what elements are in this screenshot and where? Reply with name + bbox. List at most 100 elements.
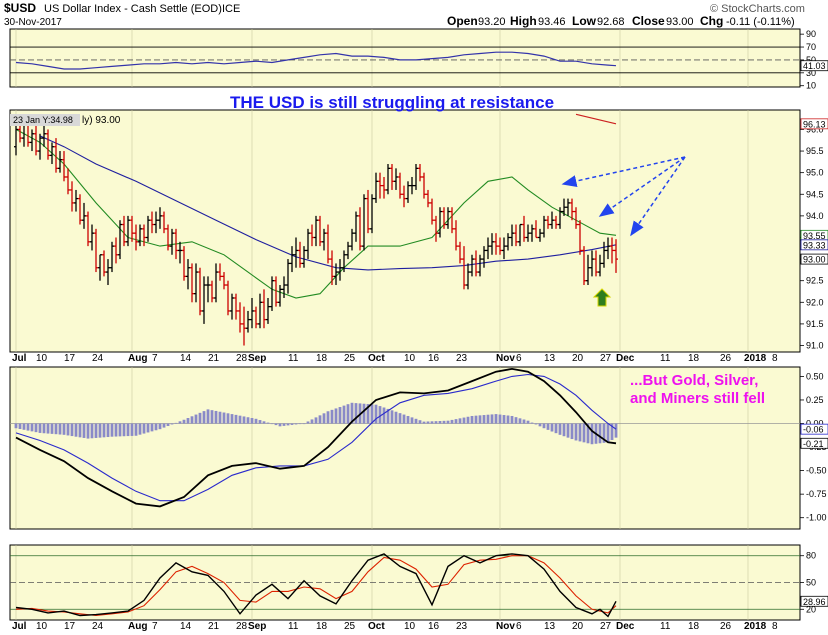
macd-histogram-bar [58,423,62,435]
x-day-label: 18 [316,621,328,632]
x-day-label: 20 [572,353,584,364]
ohlc-bar [102,250,106,277]
macd-histogram-bar [446,420,450,424]
macd-histogram-bar [230,414,234,424]
macd-histogram-bar [114,423,118,437]
green-up-arrow [592,288,612,307]
ohlc-bar [406,181,410,203]
macd-histogram-bar [526,420,530,424]
ohlc-bar [222,272,226,290]
macd-histogram-bar [178,421,182,424]
macd-histogram-bar [482,415,486,424]
stoch-tick-label: 20 [806,604,816,614]
ohlc-bar [346,241,350,260]
x-month-label: Aug [128,353,147,364]
macd-tick-label: 0.50 [806,371,824,381]
macd-histogram-bar [170,423,174,425]
macd-value-label-1: -0.21 [803,439,824,449]
macd-histogram-bar [510,415,514,424]
ohlc-bar [290,246,294,273]
price-overlay-label-2: 93.33 [803,240,826,250]
macd-histogram-bar [310,419,314,424]
price-tick-label: 92.0 [806,297,824,307]
macd-histogram-bar [450,419,454,424]
ohlc-bar [258,293,262,329]
macd-histogram-bar [302,423,306,425]
macd-histogram-bar [66,423,70,436]
ohlc-bar [378,172,382,199]
rsi-last-label: 41.03 [803,61,826,71]
macd-histogram-bar [30,423,34,432]
x-day-label: 7 [152,621,158,632]
x-day-label: 27 [600,353,612,364]
macd-histogram-bar [350,402,354,424]
macd-histogram-bar [314,417,318,424]
ohlc-bar [206,276,210,303]
macd-histogram-bar [542,423,546,429]
ohlc-bar [322,228,326,251]
ohlc-bar [50,142,54,165]
tooltip-text: 23 Jan Y:34.98 [13,115,73,125]
x-month-label: Nov [496,621,515,632]
macd-histogram-bar [62,423,66,435]
macd-histogram-bar [214,410,218,424]
x-day-label: 21 [208,621,220,632]
ohlc-bar [518,223,522,247]
ohlc-bar [534,220,538,239]
x-day-label: 6 [516,353,522,364]
macd-histogram-bar [138,423,142,435]
ohlc-bar [526,224,530,242]
ohlc-bar [250,297,254,329]
ohlc-bar [330,250,334,286]
macd-histogram-bar [582,423,586,443]
macd-histogram-bar [106,423,110,438]
x-day-label: 11 [288,353,299,364]
price-overlay-label-0: 96.13 [803,119,826,129]
x-day-label: 18 [316,353,328,364]
macd-histogram-bar [46,423,50,434]
macd-histogram-bar [262,421,266,424]
ohlc-bar [82,202,86,229]
ohlc-bar [542,215,546,238]
macd-histogram-bar [242,416,246,424]
x-month-label: Jul [12,621,27,632]
ohlc-bar [318,215,322,247]
x-day-label: 11 [660,621,671,632]
low-value: 92.68 [597,16,625,28]
macd-histogram-bar [562,423,566,437]
note-line-2: and Miners still fell [630,390,765,407]
x-day-label: 28 [236,353,248,364]
ohlc-bar [118,220,122,260]
ohlc-bar [558,207,562,229]
x-day-label: 20 [572,621,584,632]
macd-histogram-bar [234,414,238,424]
ohlc-bar [466,263,470,290]
rsi-tick-label: 50 [806,55,816,65]
sma-long-line [39,135,617,271]
macd-histogram-bar [498,414,502,424]
ohlc-bar [198,267,202,316]
x-day-label: 13 [544,621,556,632]
price-overlay-label-1: 93.55 [803,231,826,241]
macd-histogram-bar [466,416,470,424]
ohlc-bar [610,237,614,264]
close-value: 93.00 [666,16,694,28]
ohlc-bar [402,185,406,208]
ohlc-bar [470,254,474,277]
x-day-label: 10 [404,353,416,364]
rsi-line [15,51,617,70]
x-month-label: 2018 [744,353,767,364]
macd-histogram-bar [362,403,366,424]
x-month-label: Sep [248,621,266,632]
ohlc-bar [274,276,278,307]
ohlc-bar [46,129,50,160]
ohlc-bar [294,237,298,268]
ohlc-bar [166,224,170,251]
ohlc-bar [38,133,42,160]
macd-histogram-bar [82,423,86,438]
macd-histogram-bar [414,418,418,424]
macd-histogram-bar [146,423,150,433]
macd-histogram-bar [438,421,442,424]
ohlc-bar [202,276,206,324]
ohlc-bar [602,241,606,268]
